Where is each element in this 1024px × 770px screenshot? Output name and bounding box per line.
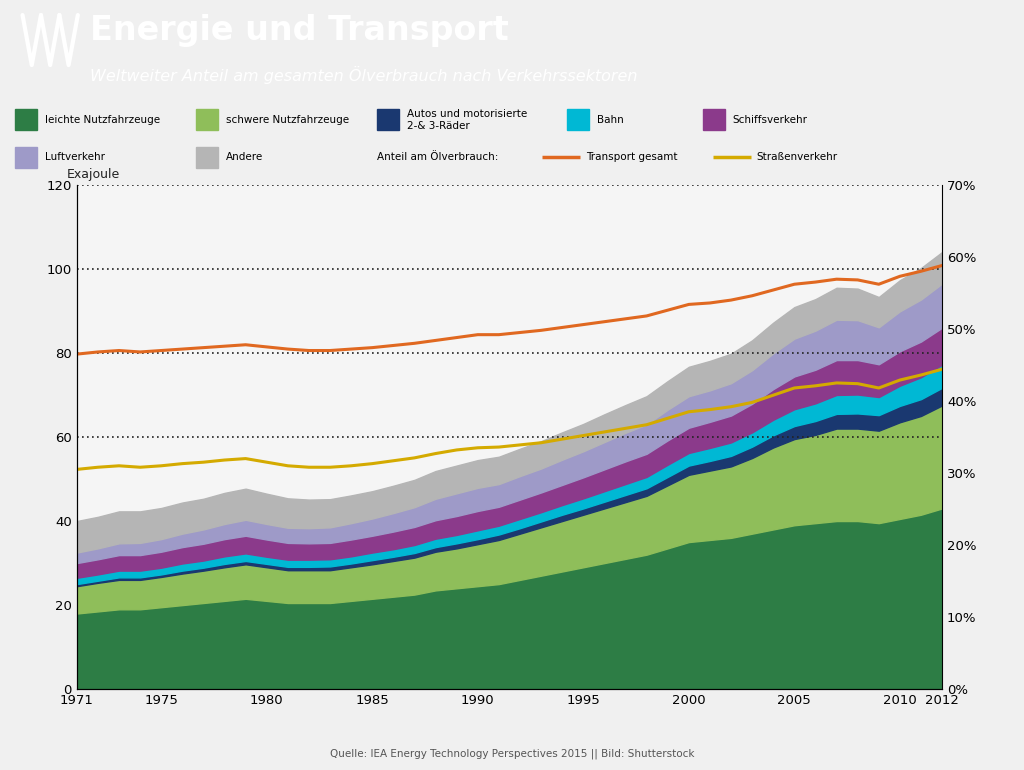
Text: Schiffsverkehr: Schiffsverkehr	[733, 115, 808, 125]
Bar	[377, 109, 398, 130]
Text: Andere: Andere	[226, 152, 263, 162]
Bar	[702, 109, 725, 130]
Text: Anteil am Ölverbrauch:: Anteil am Ölverbrauch:	[377, 152, 498, 162]
Bar	[196, 109, 218, 130]
Bar	[15, 109, 37, 130]
Text: Bahn: Bahn	[597, 115, 624, 125]
Text: Transport gesamt: Transport gesamt	[587, 152, 678, 162]
Text: leichte Nutzfahrzeuge: leichte Nutzfahrzeuge	[45, 115, 161, 125]
Bar	[196, 147, 218, 168]
Text: Autos und motorisierte
2-& 3-Räder: Autos und motorisierte 2-& 3-Räder	[407, 109, 527, 131]
Bar	[567, 109, 589, 130]
Text: Energie und Transport: Energie und Transport	[90, 14, 509, 46]
Bar	[15, 147, 37, 168]
Text: schwere Nutzfahrzeuge: schwere Nutzfahrzeuge	[226, 115, 349, 125]
Text: Exajoule: Exajoule	[67, 168, 120, 181]
Text: Quelle: IEA Energy Technology Perspectives 2015 || Bild: Shutterstock: Quelle: IEA Energy Technology Perspectiv…	[330, 748, 694, 758]
Text: Straßenverkehr: Straßenverkehr	[757, 152, 838, 162]
Text: Weltweiter Anteil am gesamten Ölverbrauch nach Verkehrssektoren: Weltweiter Anteil am gesamten Ölverbrauc…	[90, 66, 638, 84]
Text: Luftverkehr: Luftverkehr	[45, 152, 105, 162]
